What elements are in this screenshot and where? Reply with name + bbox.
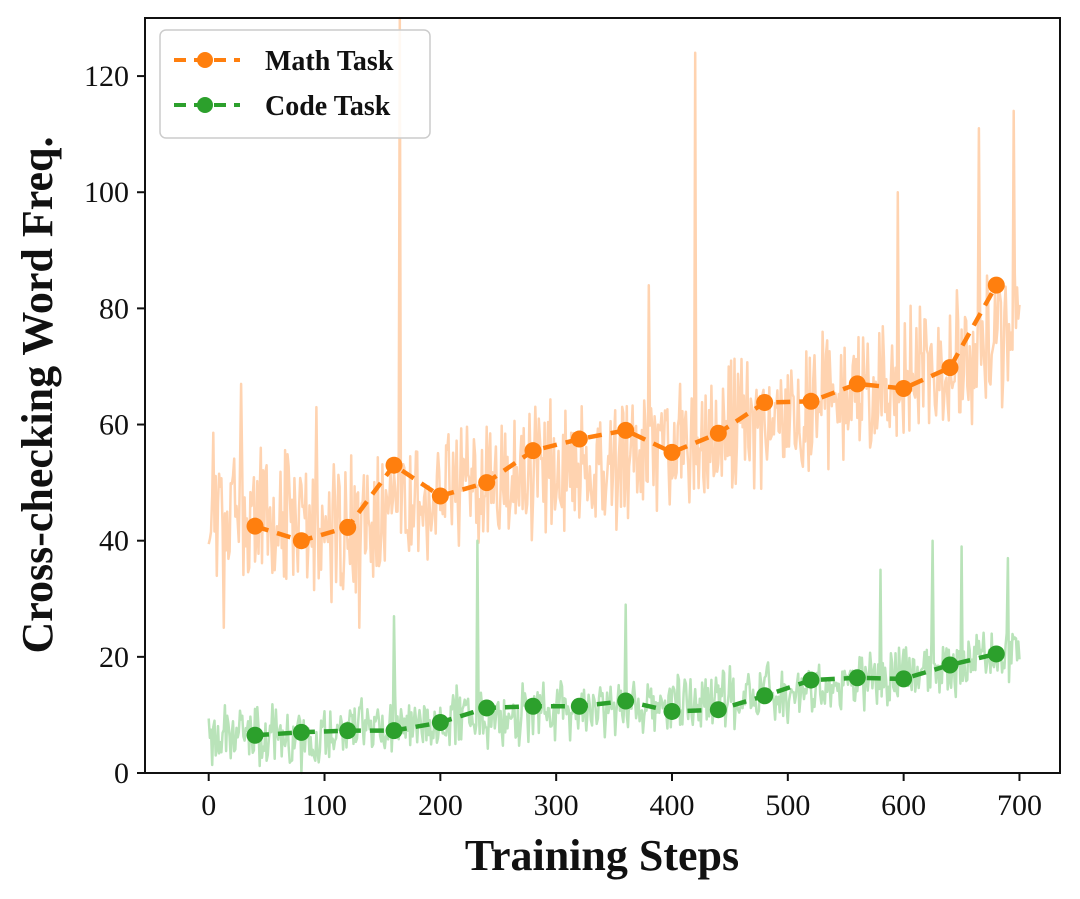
x-axis-ticks: 0 100 200 300 400 500 600 700 bbox=[201, 773, 1042, 822]
data-point bbox=[617, 421, 635, 439]
data-point bbox=[895, 670, 913, 688]
x-tick-label: 500 bbox=[765, 789, 810, 822]
data-point bbox=[756, 687, 774, 705]
x-tick-label: 400 bbox=[649, 789, 694, 822]
y-tick-label: 0 bbox=[114, 757, 129, 790]
data-point bbox=[431, 487, 449, 505]
legend-math-label: Math Task bbox=[265, 46, 394, 77]
legend-box bbox=[159, 29, 431, 139]
data-point bbox=[339, 722, 357, 740]
data-point bbox=[756, 393, 774, 411]
data-point bbox=[246, 517, 264, 535]
data-point bbox=[709, 701, 727, 719]
data-point bbox=[339, 518, 357, 536]
legend: Math Task Code Task bbox=[159, 29, 431, 139]
y-tick-label: 40 bbox=[99, 525, 129, 558]
y-tick-label: 120 bbox=[84, 60, 129, 93]
x-tick-label: 100 bbox=[302, 789, 347, 822]
series-layer bbox=[246, 276, 1005, 744]
data-point bbox=[431, 713, 449, 731]
data-point bbox=[292, 532, 310, 550]
data-point bbox=[848, 375, 866, 393]
x-tick-label: 600 bbox=[881, 789, 926, 822]
data-point bbox=[709, 424, 727, 442]
data-point bbox=[570, 430, 588, 448]
y-axis-ticks: 0 20 40 60 80 100 120 bbox=[84, 60, 145, 790]
data-point bbox=[987, 276, 1005, 294]
data-point bbox=[848, 669, 866, 687]
raw-line-0 bbox=[207, 16, 1021, 630]
data-point bbox=[246, 726, 264, 744]
data-point bbox=[663, 443, 681, 461]
legend-code-marker bbox=[197, 97, 213, 113]
data-point bbox=[570, 697, 588, 715]
data-point bbox=[524, 697, 542, 715]
data-point bbox=[802, 392, 820, 410]
data-point bbox=[663, 702, 681, 720]
y-tick-label: 80 bbox=[99, 292, 129, 325]
y-axis-label: Cross-checking Word Freq. bbox=[13, 136, 62, 653]
y-tick-label: 100 bbox=[84, 176, 129, 209]
series-line-0 bbox=[254, 284, 999, 543]
data-point bbox=[478, 474, 496, 492]
data-point bbox=[617, 692, 635, 710]
y-tick-label: 60 bbox=[99, 409, 129, 442]
data-point bbox=[478, 699, 496, 717]
data-point bbox=[895, 380, 913, 398]
legend-math-marker bbox=[197, 52, 213, 68]
legend-code-label: Code Task bbox=[265, 91, 391, 122]
data-point bbox=[385, 722, 403, 740]
plot-frame bbox=[144, 17, 1061, 774]
y-tick-label: 20 bbox=[99, 641, 129, 674]
data-point bbox=[385, 456, 403, 474]
x-tick-label: 0 bbox=[201, 789, 216, 822]
data-point bbox=[941, 359, 959, 377]
x-tick-label: 300 bbox=[534, 789, 579, 822]
data-point bbox=[292, 723, 310, 741]
data-point bbox=[941, 656, 959, 674]
x-tick-label: 200 bbox=[418, 789, 463, 822]
data-point bbox=[987, 645, 1005, 663]
x-axis-label: Training Steps bbox=[465, 831, 739, 880]
x-tick-label: 700 bbox=[997, 789, 1042, 822]
data-point bbox=[524, 442, 542, 460]
data-point bbox=[802, 671, 820, 689]
